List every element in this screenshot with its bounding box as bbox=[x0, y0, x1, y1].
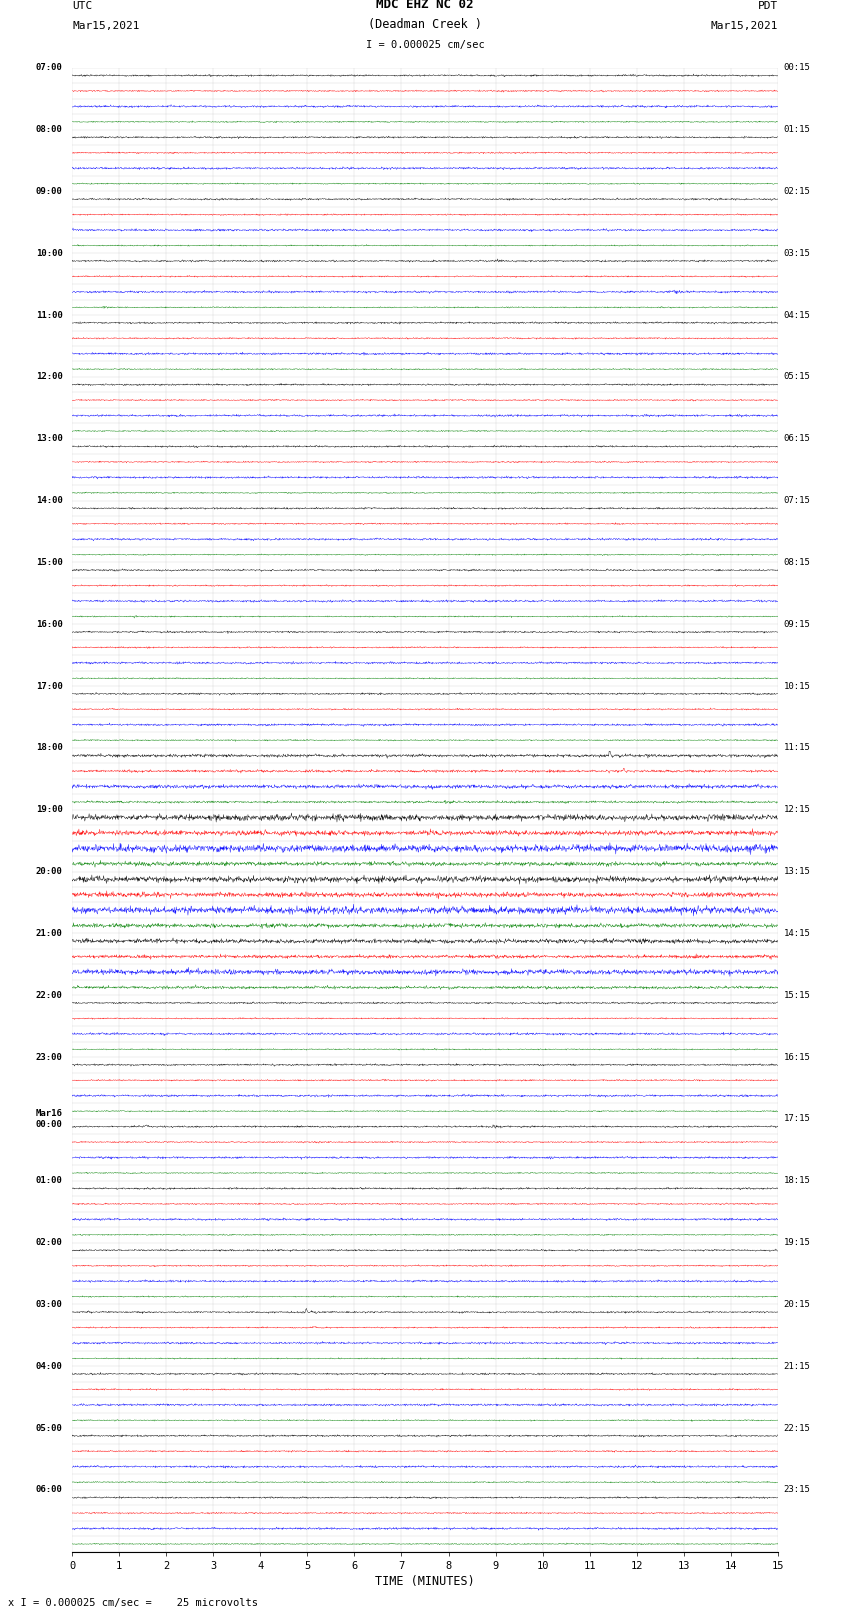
Text: 10:15: 10:15 bbox=[784, 682, 810, 690]
Text: 13:00: 13:00 bbox=[36, 434, 63, 444]
Text: 06:00: 06:00 bbox=[36, 1486, 63, 1494]
Text: 04:00: 04:00 bbox=[36, 1361, 63, 1371]
Text: 21:00: 21:00 bbox=[36, 929, 63, 937]
Text: 14:15: 14:15 bbox=[784, 929, 810, 937]
Text: 00:15: 00:15 bbox=[784, 63, 810, 73]
Text: 05:15: 05:15 bbox=[784, 373, 810, 381]
Text: 11:15: 11:15 bbox=[784, 744, 810, 752]
Text: 02:00: 02:00 bbox=[36, 1239, 63, 1247]
Text: 22:15: 22:15 bbox=[784, 1424, 810, 1432]
Text: 23:15: 23:15 bbox=[784, 1486, 810, 1494]
Text: 07:15: 07:15 bbox=[784, 497, 810, 505]
Text: 08:15: 08:15 bbox=[784, 558, 810, 566]
Text: 06:15: 06:15 bbox=[784, 434, 810, 444]
Text: 16:00: 16:00 bbox=[36, 619, 63, 629]
Text: x I = 0.000025 cm/sec =    25 microvolts: x I = 0.000025 cm/sec = 25 microvolts bbox=[8, 1598, 258, 1608]
Text: 04:15: 04:15 bbox=[784, 311, 810, 319]
Text: 09:00: 09:00 bbox=[36, 187, 63, 195]
Text: 19:15: 19:15 bbox=[784, 1239, 810, 1247]
Text: 19:00: 19:00 bbox=[36, 805, 63, 815]
Text: I = 0.000025 cm/sec: I = 0.000025 cm/sec bbox=[366, 40, 484, 50]
Text: 17:00: 17:00 bbox=[36, 682, 63, 690]
Text: 09:15: 09:15 bbox=[784, 619, 810, 629]
Text: PDT: PDT bbox=[757, 2, 778, 11]
Text: 08:00: 08:00 bbox=[36, 126, 63, 134]
Text: MDC EHZ NC 02: MDC EHZ NC 02 bbox=[377, 0, 473, 11]
Text: 07:00: 07:00 bbox=[36, 63, 63, 73]
Text: 22:00: 22:00 bbox=[36, 990, 63, 1000]
Text: 03:00: 03:00 bbox=[36, 1300, 63, 1308]
Text: 12:15: 12:15 bbox=[784, 805, 810, 815]
X-axis label: TIME (MINUTES): TIME (MINUTES) bbox=[375, 1574, 475, 1587]
Text: (Deadman Creek ): (Deadman Creek ) bbox=[368, 18, 482, 31]
Text: 10:00: 10:00 bbox=[36, 248, 63, 258]
Text: 16:15: 16:15 bbox=[784, 1053, 810, 1061]
Text: 18:15: 18:15 bbox=[784, 1176, 810, 1186]
Text: 05:00: 05:00 bbox=[36, 1424, 63, 1432]
Text: 15:15: 15:15 bbox=[784, 990, 810, 1000]
Text: 18:00: 18:00 bbox=[36, 744, 63, 752]
Text: 11:00: 11:00 bbox=[36, 311, 63, 319]
Text: Mar15,2021: Mar15,2021 bbox=[72, 21, 139, 31]
Text: 03:15: 03:15 bbox=[784, 248, 810, 258]
Text: 15:00: 15:00 bbox=[36, 558, 63, 566]
Text: 20:00: 20:00 bbox=[36, 868, 63, 876]
Text: 01:00: 01:00 bbox=[36, 1176, 63, 1186]
Text: 17:15: 17:15 bbox=[784, 1115, 810, 1123]
Text: 14:00: 14:00 bbox=[36, 497, 63, 505]
Text: 12:00: 12:00 bbox=[36, 373, 63, 381]
Text: 02:15: 02:15 bbox=[784, 187, 810, 195]
Text: 23:00: 23:00 bbox=[36, 1053, 63, 1061]
Text: 20:15: 20:15 bbox=[784, 1300, 810, 1308]
Text: 13:15: 13:15 bbox=[784, 868, 810, 876]
Text: Mar16
00:00: Mar16 00:00 bbox=[36, 1110, 63, 1129]
Text: UTC: UTC bbox=[72, 2, 93, 11]
Text: 21:15: 21:15 bbox=[784, 1361, 810, 1371]
Text: Mar15,2021: Mar15,2021 bbox=[711, 21, 778, 31]
Text: 01:15: 01:15 bbox=[784, 126, 810, 134]
